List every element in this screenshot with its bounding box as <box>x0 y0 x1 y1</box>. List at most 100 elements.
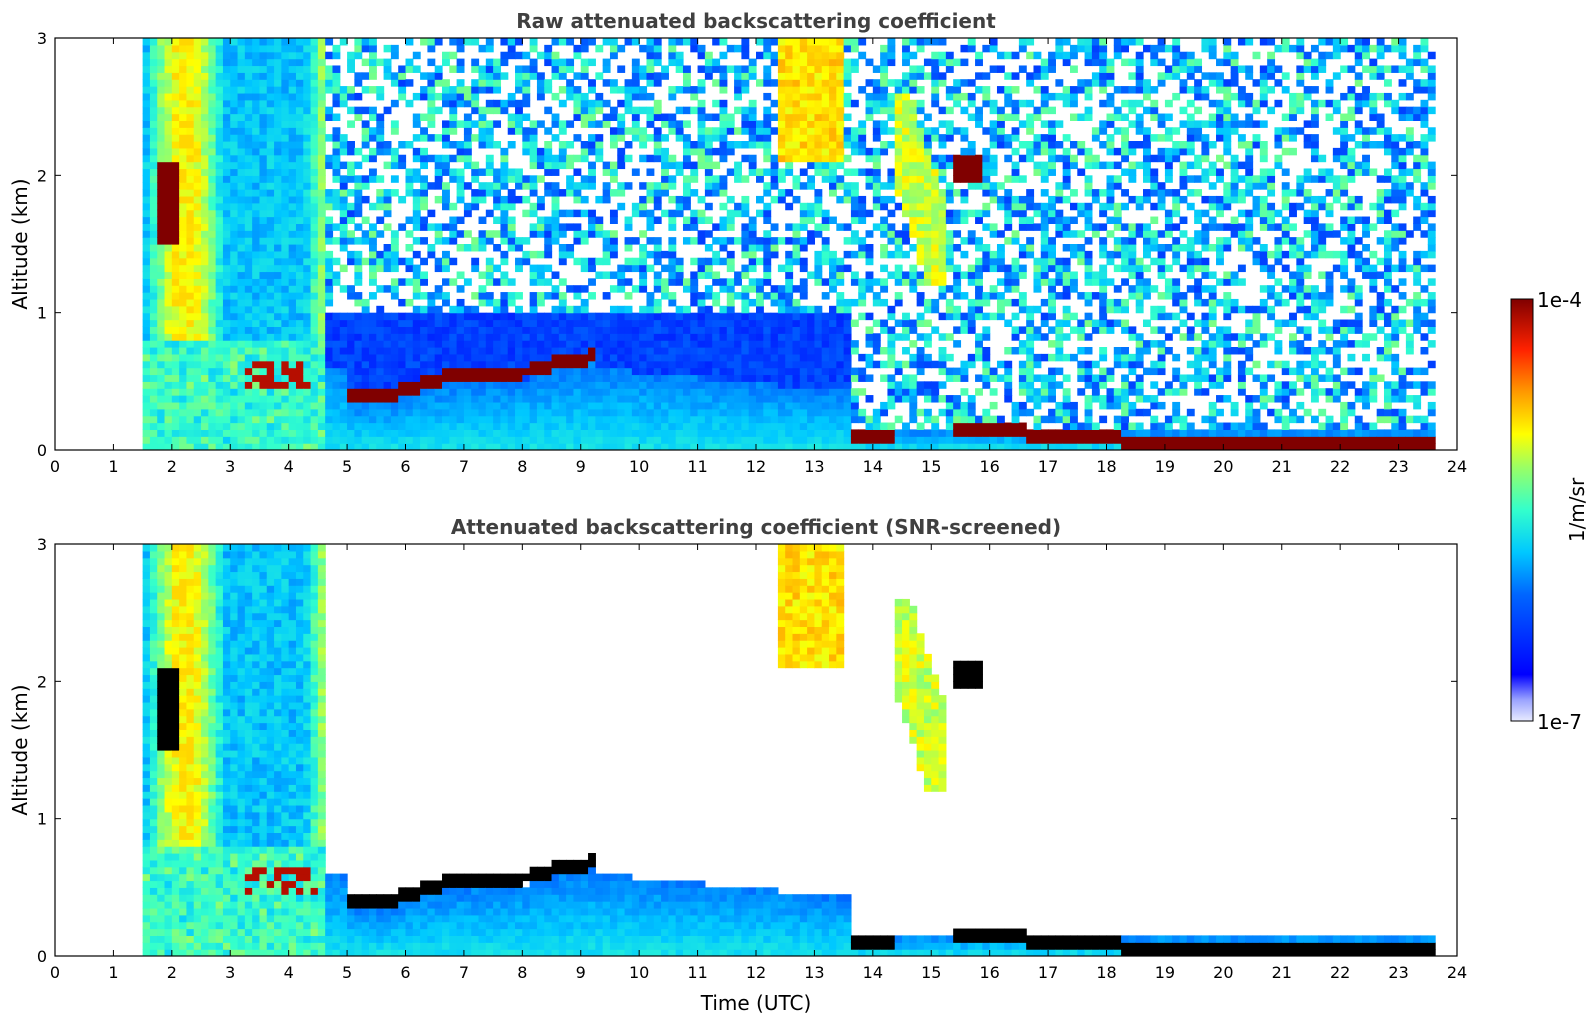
heatmap-cell <box>157 388 166 396</box>
heatmap-cell <box>836 443 845 450</box>
heatmap-cell <box>515 353 523 362</box>
heatmap-cell <box>471 353 480 362</box>
heatmap-cell <box>595 312 604 321</box>
heatmap-cell <box>493 189 502 197</box>
heatmap-cell <box>909 51 918 60</box>
heatmap-cell <box>222 408 231 417</box>
heatmap-cell <box>222 154 231 163</box>
heatmap-cell <box>215 367 224 376</box>
heatmap-cell <box>442 367 450 376</box>
heatmap-cell <box>872 415 881 424</box>
heatmap-cell <box>222 388 231 396</box>
heatmap-cell <box>361 312 370 321</box>
heatmap-cell <box>799 65 808 73</box>
heatmap-cell <box>493 202 502 211</box>
heatmap-cell <box>383 244 392 252</box>
heatmap-cell <box>741 319 750 327</box>
heatmap-cell <box>814 422 823 430</box>
heatmap-cell <box>383 223 392 231</box>
heatmap-cell <box>719 429 728 437</box>
heatmap-cell <box>551 195 560 204</box>
heatmap-cell <box>515 257 523 266</box>
heatmap-cell <box>602 161 611 170</box>
heatmap-cell <box>624 360 633 369</box>
heatmap-cell <box>916 154 925 163</box>
heatmap-cell <box>902 86 910 94</box>
heatmap-cell <box>274 120 282 128</box>
heatmap-cell <box>690 271 699 279</box>
heatmap-cell <box>266 58 275 67</box>
heatmap-cell <box>442 161 450 170</box>
heatmap-cell <box>894 147 903 156</box>
heatmap-cell <box>500 168 509 176</box>
heatmap-cell <box>609 230 618 238</box>
heatmap-cell <box>704 182 713 190</box>
heatmap-cell <box>339 285 348 293</box>
heatmap-cell <box>347 408 355 417</box>
heatmap-cell <box>368 237 377 245</box>
heatmap-cell <box>763 147 772 156</box>
heatmap-cell <box>215 408 224 417</box>
heatmap-cell <box>252 333 261 341</box>
heatmap-cell <box>420 415 428 424</box>
heatmap-cell <box>281 154 290 163</box>
heatmap-cell <box>850 443 859 450</box>
heatmap-cell <box>682 147 691 156</box>
heatmap-cell <box>420 182 428 190</box>
heatmap-cell <box>179 374 188 382</box>
heatmap-cell <box>595 443 604 450</box>
heatmap-cell <box>770 244 779 252</box>
heatmap-cell <box>872 182 881 190</box>
heatmap-cell <box>850 395 859 403</box>
heatmap-cell <box>412 250 421 259</box>
heatmap-cell <box>785 86 794 94</box>
heatmap-cell <box>821 209 830 218</box>
heatmap-cell <box>573 360 582 369</box>
heatmap-cell <box>390 79 399 87</box>
heatmap-cell <box>179 175 188 183</box>
heatmap-cell <box>748 257 757 266</box>
heatmap-cell <box>712 223 721 231</box>
heatmap-cell <box>157 202 166 211</box>
heatmap-cell <box>456 141 465 149</box>
heatmap-cell <box>646 79 655 87</box>
heatmap-cell <box>434 422 443 430</box>
heatmap-cell <box>332 408 341 417</box>
heatmap-cell <box>522 429 531 437</box>
heatmap-cell <box>244 340 253 348</box>
heatmap-cell <box>865 278 874 286</box>
heatmap-cell <box>215 422 224 430</box>
heatmap-cell <box>317 381 326 389</box>
heatmap-cell <box>449 436 458 444</box>
heatmap-cell <box>171 106 180 115</box>
heatmap-cell <box>390 257 399 266</box>
heatmap-cell <box>383 106 392 115</box>
heatmap-cell <box>354 264 363 273</box>
heatmap-cell <box>442 202 450 211</box>
heatmap-cell <box>785 436 794 444</box>
heatmap-cell <box>186 86 195 94</box>
heatmap-cell <box>551 134 560 142</box>
heatmap-cell <box>274 374 282 382</box>
heatmap-cell <box>763 244 772 252</box>
heatmap-cell <box>478 86 487 94</box>
heatmap-cell <box>741 312 750 321</box>
heatmap-cell <box>712 161 721 170</box>
heatmap-cell <box>201 141 209 149</box>
heatmap-cell <box>536 72 545 80</box>
heatmap-cell <box>529 292 538 300</box>
heatmap-cell <box>836 58 845 67</box>
heatmap-cell <box>405 347 414 355</box>
heatmap-cell <box>566 381 575 389</box>
heatmap-cell <box>690 347 699 355</box>
heatmap-cell <box>748 340 757 348</box>
heatmap-cell <box>368 422 377 430</box>
heatmap-cell <box>566 443 575 450</box>
heatmap-cell <box>347 326 355 334</box>
heatmap-cell <box>682 388 691 396</box>
heatmap-cell <box>872 443 881 450</box>
heatmap-cell <box>573 305 582 314</box>
heatmap-cell <box>902 38 910 46</box>
heatmap-cell <box>712 374 721 382</box>
heatmap-cell <box>376 141 385 149</box>
